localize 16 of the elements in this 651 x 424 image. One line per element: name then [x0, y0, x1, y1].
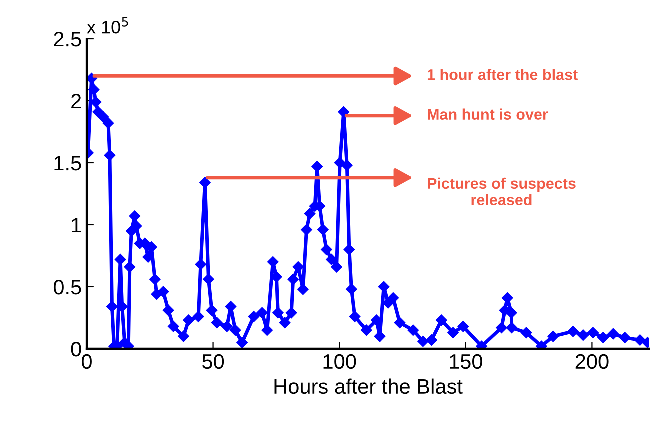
x-tick-label: 50: [202, 354, 224, 370]
annotation: Man hunt is over: [428, 108, 548, 120]
y-tick-label: 0: [71, 342, 82, 357]
y-tick-label: 0.5: [54, 280, 82, 295]
x-tick-label: 100: [324, 354, 356, 370]
x-axis-title: Hours after the Blast: [274, 378, 463, 394]
annotation: 1 hour after the blast: [428, 69, 578, 80]
annotation: Pictures of suspects released: [428, 178, 576, 206]
x-tick-label: 150: [450, 354, 482, 370]
y-tick-label: 1: [72, 218, 82, 233]
x-tick-label: 200: [576, 354, 609, 370]
text: x 10$^{5}$: [87, 17, 128, 34]
y-tick-label: 1.5: [54, 156, 82, 171]
y-tick-label: 2.5: [54, 32, 82, 47]
y-tick-label: 2: [72, 94, 82, 109]
x-tick-label: 0: [82, 354, 92, 370]
